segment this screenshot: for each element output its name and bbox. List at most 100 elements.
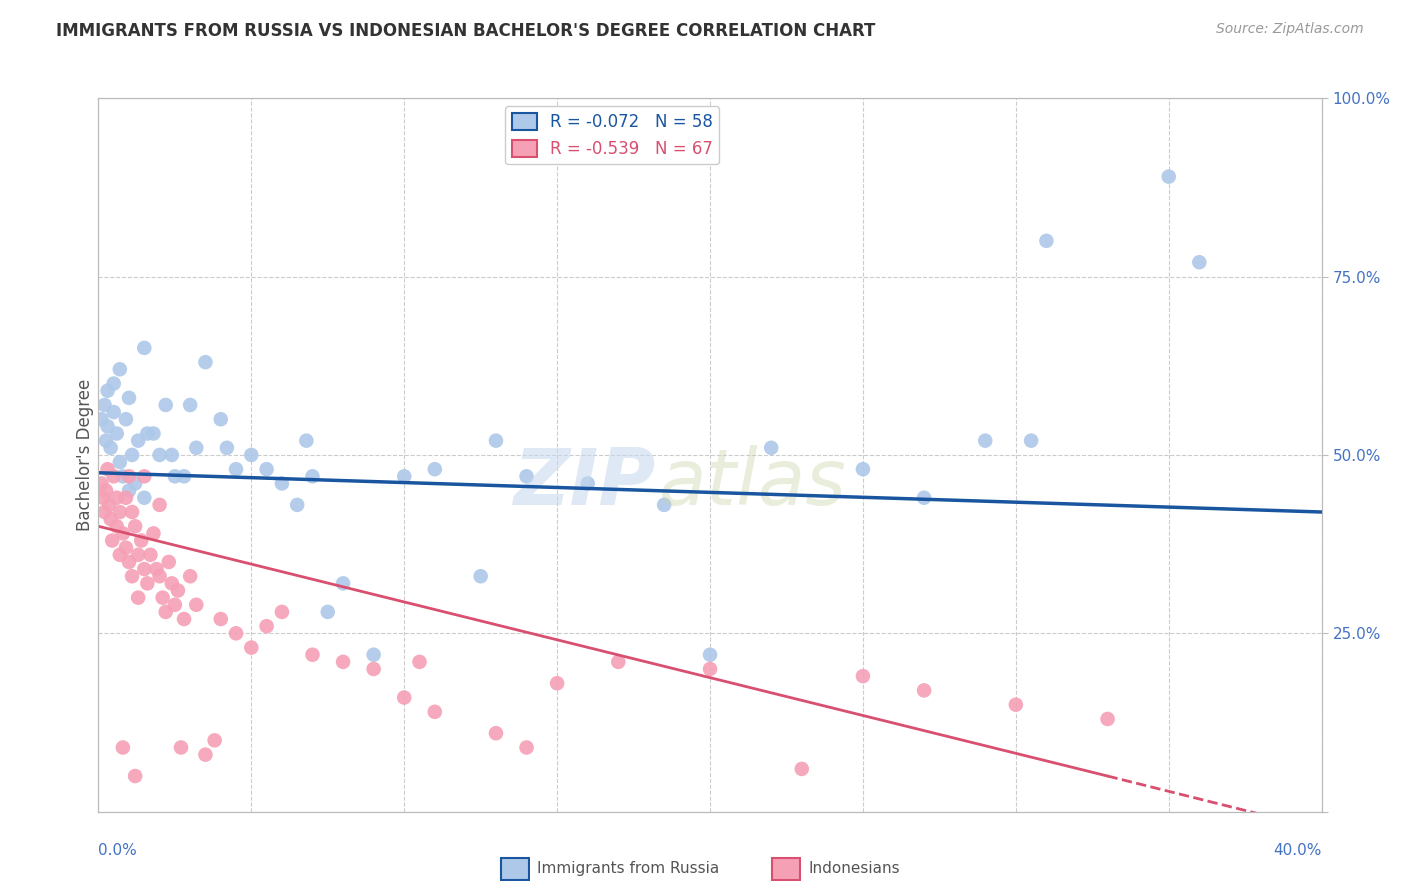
Point <box>301 648 323 662</box>
Point <box>761 441 783 455</box>
Point <box>124 519 146 533</box>
Point <box>852 669 875 683</box>
Point <box>332 655 354 669</box>
Point <box>124 476 146 491</box>
Text: atlas: atlas <box>658 445 846 522</box>
Point <box>108 362 131 376</box>
Point <box>173 612 195 626</box>
Point <box>423 462 446 476</box>
Point <box>240 448 263 462</box>
Point <box>136 576 159 591</box>
Point <box>121 448 143 462</box>
Point <box>97 419 120 434</box>
Point <box>105 491 128 505</box>
Point <box>93 505 115 519</box>
Point <box>408 655 430 669</box>
Point <box>974 434 997 448</box>
Point <box>240 640 263 655</box>
Point <box>142 526 165 541</box>
Point <box>124 769 146 783</box>
Point <box>111 526 134 541</box>
Point <box>790 762 813 776</box>
Legend: R = -0.072   N = 58, R = -0.539   N = 67: R = -0.072 N = 58, R = -0.539 N = 67 <box>505 106 720 164</box>
Point <box>121 569 143 583</box>
Point <box>90 412 112 426</box>
Point <box>1019 434 1042 448</box>
Point <box>111 469 134 483</box>
Point <box>186 598 208 612</box>
Text: 40.0%: 40.0% <box>1274 843 1322 858</box>
Point <box>546 676 568 690</box>
Point <box>100 512 122 526</box>
Point <box>101 533 124 548</box>
Point <box>332 576 354 591</box>
Point <box>652 498 675 512</box>
Point <box>699 662 721 676</box>
Point <box>115 412 138 426</box>
Point <box>194 747 217 762</box>
Text: Indonesians: Indonesians <box>808 862 900 876</box>
Point <box>194 355 217 369</box>
Text: IMMIGRANTS FROM RUSSIA VS INDONESIAN BACHELOR'S DEGREE CORRELATION CHART: IMMIGRANTS FROM RUSSIA VS INDONESIAN BAC… <box>56 22 876 40</box>
Point <box>108 455 131 469</box>
Point <box>256 619 278 633</box>
Point <box>607 655 630 669</box>
Point <box>105 426 128 441</box>
Point <box>256 462 278 476</box>
Point <box>516 469 538 483</box>
Point <box>285 498 308 512</box>
FancyBboxPatch shape <box>772 857 800 880</box>
Point <box>155 605 177 619</box>
Text: Immigrants from Russia: Immigrants from Russia <box>537 862 720 876</box>
Point <box>103 469 125 483</box>
Point <box>186 441 208 455</box>
Point <box>105 519 128 533</box>
Point <box>912 491 935 505</box>
Point <box>149 498 172 512</box>
Point <box>170 740 193 755</box>
Point <box>142 426 165 441</box>
Point <box>129 533 152 548</box>
Point <box>270 476 294 491</box>
Point <box>392 690 416 705</box>
Point <box>103 376 125 391</box>
Point <box>160 576 183 591</box>
Point <box>209 412 232 426</box>
Point <box>149 448 172 462</box>
Point <box>139 548 162 562</box>
Point <box>134 562 156 576</box>
Point <box>204 733 226 747</box>
Point <box>209 612 232 626</box>
Point <box>111 740 134 755</box>
Text: Source: ZipAtlas.com: Source: ZipAtlas.com <box>1216 22 1364 37</box>
Point <box>121 505 143 519</box>
Point <box>97 384 120 398</box>
Point <box>167 583 190 598</box>
Point <box>1157 169 1180 184</box>
Point <box>115 541 138 555</box>
Point <box>1035 234 1057 248</box>
Point <box>152 591 174 605</box>
Point <box>576 476 599 491</box>
Point <box>97 462 120 476</box>
Point <box>392 469 416 483</box>
Point <box>100 441 122 455</box>
Point <box>157 555 180 569</box>
Point <box>127 434 149 448</box>
Point <box>160 448 183 462</box>
Point <box>295 434 318 448</box>
Point <box>149 569 172 583</box>
Point <box>179 398 201 412</box>
Point <box>225 626 247 640</box>
Point <box>90 476 112 491</box>
Point <box>118 483 141 498</box>
Point <box>1004 698 1026 712</box>
Point <box>912 683 935 698</box>
Point <box>1188 255 1211 269</box>
Point <box>423 705 446 719</box>
Point <box>118 469 141 483</box>
Point <box>852 462 875 476</box>
Point <box>363 648 385 662</box>
Point <box>108 548 131 562</box>
Point <box>270 605 294 619</box>
